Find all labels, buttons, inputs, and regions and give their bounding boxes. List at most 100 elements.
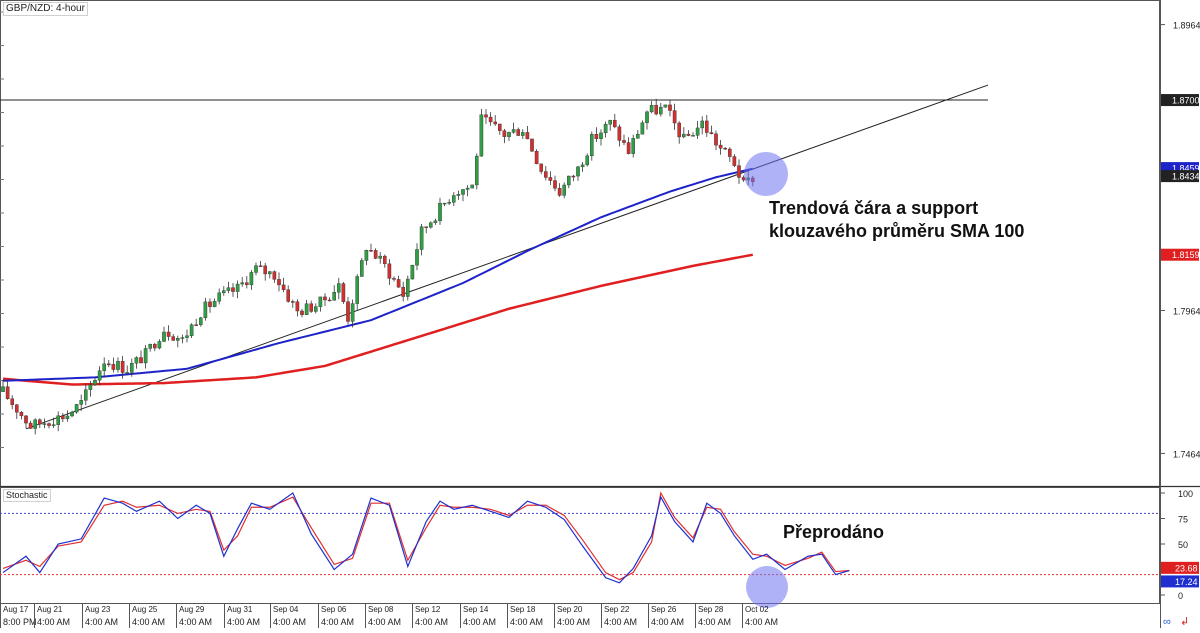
candle-body[interactable]	[24, 416, 27, 423]
candle-body[interactable]	[310, 304, 313, 312]
candle-body[interactable]	[452, 195, 455, 202]
candle-body[interactable]	[34, 420, 37, 429]
candle-body[interactable]	[153, 344, 156, 348]
candle-body[interactable]	[471, 185, 474, 188]
candle-body[interactable]	[714, 134, 717, 145]
candle-body[interactable]	[549, 177, 552, 180]
candle-body[interactable]	[204, 302, 207, 318]
candle-body[interactable]	[222, 291, 225, 293]
candle-body[interactable]	[254, 266, 257, 273]
candle-body[interactable]	[572, 176, 575, 177]
candle-body[interactable]	[333, 292, 336, 300]
candle-body[interactable]	[208, 302, 211, 307]
candle-body[interactable]	[737, 166, 740, 178]
link-icon[interactable]: ∞	[1163, 616, 1171, 628]
candle-body[interactable]	[411, 265, 414, 279]
candle-body[interactable]	[296, 302, 299, 311]
candle-body[interactable]	[162, 332, 165, 341]
candle-body[interactable]	[268, 272, 271, 274]
candle-body[interactable]	[540, 164, 543, 172]
candle-body[interactable]	[567, 176, 570, 185]
candle-body[interactable]	[650, 105, 653, 112]
candle-body[interactable]	[530, 139, 533, 151]
candle-body[interactable]	[70, 412, 73, 416]
candle-body[interactable]	[678, 123, 681, 137]
candle-body[interactable]	[691, 135, 694, 136]
candle-body[interactable]	[636, 134, 639, 138]
candle-body[interactable]	[300, 311, 303, 315]
candle-body[interactable]	[277, 279, 280, 285]
candle-body[interactable]	[158, 341, 161, 348]
candle-body[interactable]	[443, 203, 446, 204]
candle-body[interactable]	[144, 348, 147, 363]
candle-body[interactable]	[29, 423, 32, 428]
candle-body[interactable]	[11, 399, 14, 405]
candle-body[interactable]	[241, 283, 244, 284]
candle-body[interactable]	[199, 318, 202, 325]
candle-body[interactable]	[503, 131, 506, 137]
candle-body[interactable]	[517, 129, 520, 135]
candle-body[interactable]	[20, 412, 23, 416]
candle-body[interactable]	[195, 325, 198, 326]
settings-arrow-icon[interactable]: ↲	[1180, 615, 1189, 628]
candle-body[interactable]	[406, 279, 409, 296]
candle-body[interactable]	[365, 250, 368, 260]
candle-body[interactable]	[135, 358, 138, 364]
candle-body[interactable]	[360, 260, 363, 276]
candle-body[interactable]	[167, 332, 170, 337]
candle-body[interactable]	[93, 380, 96, 385]
candle-body[interactable]	[512, 129, 515, 132]
candle-body[interactable]	[84, 390, 87, 401]
candle-body[interactable]	[701, 121, 704, 128]
candle-body[interactable]	[342, 284, 345, 302]
candle-body[interactable]	[448, 202, 451, 203]
candle-body[interactable]	[609, 120, 612, 124]
candle-body[interactable]	[75, 404, 78, 412]
candle-body[interactable]	[521, 132, 524, 135]
candle-body[interactable]	[710, 133, 713, 134]
candle-body[interactable]	[618, 127, 621, 141]
candle-body[interactable]	[328, 300, 331, 301]
candle-body[interactable]	[595, 134, 598, 138]
candle-body[interactable]	[305, 304, 308, 315]
candle-body[interactable]	[668, 105, 671, 111]
candle-body[interactable]	[558, 188, 561, 195]
candle-body[interactable]	[438, 203, 441, 221]
candle-body[interactable]	[121, 361, 124, 372]
candle-body[interactable]	[323, 297, 326, 300]
candle-body[interactable]	[563, 185, 566, 195]
candle-body[interactable]	[231, 288, 234, 292]
candle-body[interactable]	[544, 172, 547, 178]
candle-body[interactable]	[590, 134, 593, 156]
candle-body[interactable]	[181, 338, 184, 339]
candle-body[interactable]	[659, 107, 662, 114]
candle-body[interactable]	[581, 165, 584, 167]
candle-body[interactable]	[356, 276, 359, 303]
candle-body[interactable]	[57, 416, 60, 425]
candle-body[interactable]	[461, 189, 464, 194]
candle-body[interactable]	[282, 285, 285, 290]
candle-body[interactable]	[535, 151, 538, 164]
candle-body[interactable]	[43, 424, 46, 425]
candle-body[interactable]	[622, 140, 625, 142]
candle-body[interactable]	[687, 134, 690, 135]
candle-body[interactable]	[457, 194, 460, 195]
candle-body[interactable]	[245, 283, 248, 285]
candle-body[interactable]	[47, 424, 50, 426]
candle-body[interactable]	[475, 156, 478, 185]
candle-body[interactable]	[641, 123, 644, 134]
candle-body[interactable]	[107, 364, 110, 365]
candle-body[interactable]	[388, 264, 391, 279]
candle-body[interactable]	[15, 405, 18, 412]
candle-body[interactable]	[250, 272, 253, 284]
candle-body[interactable]	[130, 363, 133, 372]
candle-body[interactable]	[89, 385, 92, 390]
candle-body[interactable]	[126, 372, 129, 373]
candle-body[interactable]	[369, 250, 372, 251]
candle-body[interactable]	[627, 143, 630, 154]
candle-body[interactable]	[645, 112, 648, 123]
candle-body[interactable]	[264, 266, 267, 274]
candle-body[interactable]	[379, 256, 382, 258]
candle-body[interactable]	[1, 387, 4, 392]
candle-body[interactable]	[429, 223, 432, 227]
